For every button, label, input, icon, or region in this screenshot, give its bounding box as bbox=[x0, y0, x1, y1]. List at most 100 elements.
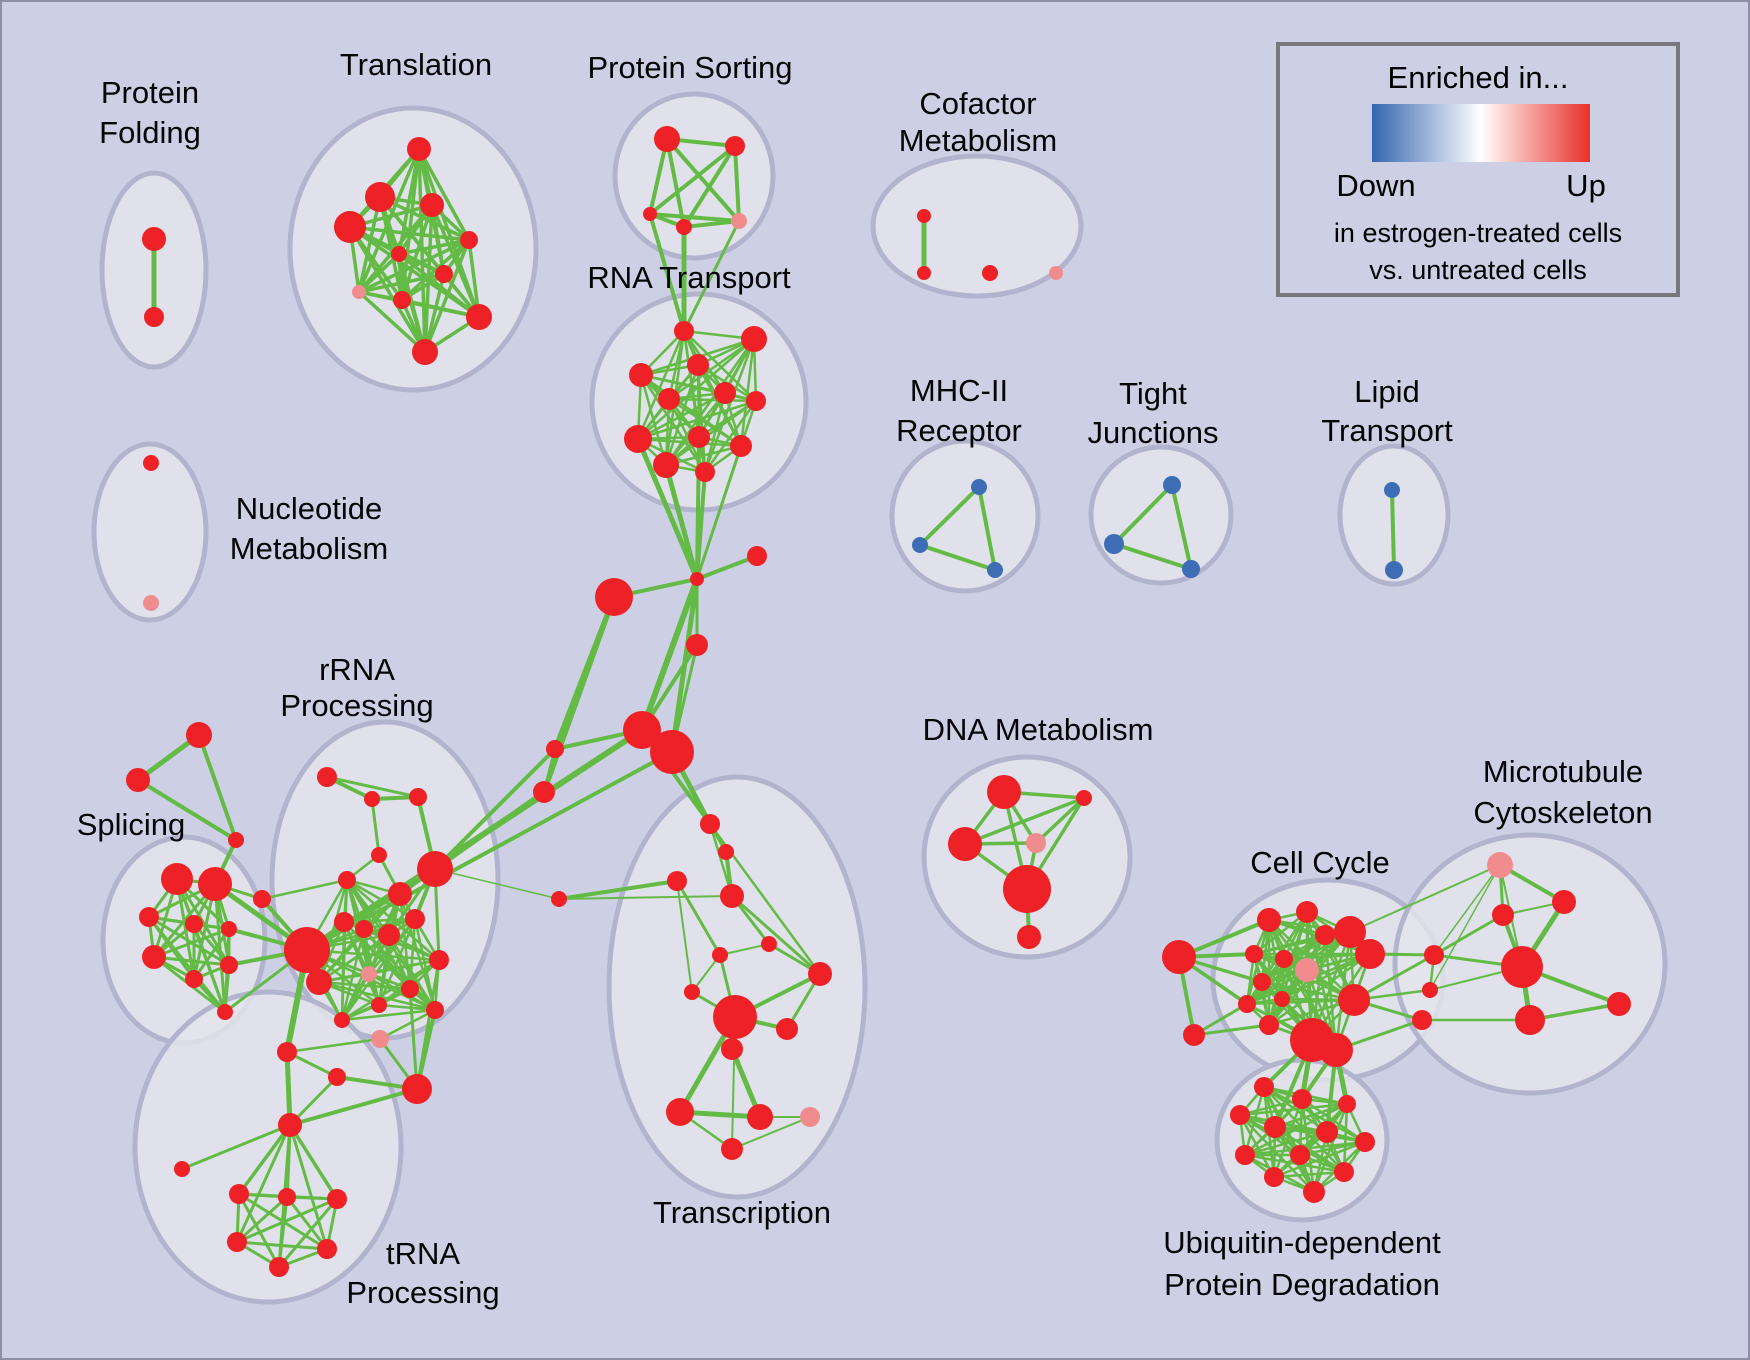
edge-U5-U11 bbox=[1274, 1125, 1345, 1174]
node-CC12 bbox=[1274, 991, 1290, 1007]
edge-J1-H1 bbox=[639, 577, 700, 732]
node-H2 bbox=[650, 730, 694, 774]
node-J2 bbox=[747, 546, 767, 566]
cluster-label-tight-junctions-line1: Tight bbox=[1119, 376, 1187, 411]
cluster-label-cofactor-metabolism-line2: Metabolism bbox=[899, 123, 1058, 158]
node-TQ2 bbox=[328, 1068, 346, 1086]
node-U6 bbox=[1316, 1121, 1338, 1143]
edge-D2-D4 bbox=[1034, 796, 1086, 845]
node-T5 bbox=[460, 231, 478, 249]
edge-SP6-SP8 bbox=[153, 955, 230, 967]
edge-RT2-RT10 bbox=[739, 338, 756, 447]
edge-TQH-TQ7 bbox=[288, 1124, 339, 1200]
node-N1 bbox=[143, 455, 159, 471]
cluster-ellipse-trna-processing bbox=[132, 989, 404, 1305]
edge-R5-S1 bbox=[433, 747, 557, 871]
node-R5 bbox=[417, 851, 453, 887]
node-CF3 bbox=[982, 265, 998, 281]
edge-T8-T11 bbox=[357, 290, 427, 354]
node-C1 bbox=[700, 814, 720, 834]
node-D5 bbox=[1003, 865, 1051, 913]
cluster-label-dna-metabolism: DNA Metabolism bbox=[923, 712, 1154, 747]
edge-TQ6-TQ9 bbox=[285, 1196, 329, 1250]
node-PS5 bbox=[731, 213, 747, 229]
node-R6 bbox=[338, 871, 356, 889]
edge-CC5-M1 bbox=[1349, 864, 1501, 933]
edge-R5-S3 bbox=[434, 868, 560, 900]
edge-PS3-PS5 bbox=[649, 212, 740, 223]
node-SP3 bbox=[139, 907, 159, 927]
node-CC9 bbox=[1295, 958, 1319, 982]
edge-J1-J2 bbox=[696, 554, 758, 581]
node-U4 bbox=[1230, 1105, 1250, 1125]
node-U11 bbox=[1334, 1162, 1354, 1182]
node-R17 bbox=[334, 1012, 350, 1028]
edge-R11-R17 bbox=[340, 918, 417, 1021]
node-TRC bbox=[228, 832, 244, 848]
cluster-label-ubiquitin-degradation-line2: Protein Degradation bbox=[1164, 1267, 1440, 1302]
edge-TQH-TQ4 bbox=[181, 1123, 291, 1171]
node-U2 bbox=[1292, 1089, 1312, 1109]
node-S3 bbox=[551, 891, 567, 907]
node-SP1 bbox=[161, 863, 193, 895]
node-R8 bbox=[334, 912, 354, 932]
node-R10 bbox=[378, 924, 400, 946]
edge-MH2-MH3 bbox=[919, 543, 996, 572]
edge-TRN0-TC2 bbox=[675, 880, 722, 956]
cluster-ellipse-mhc-ii-receptor bbox=[889, 438, 1041, 594]
edge-D2-D3 bbox=[964, 796, 1085, 846]
node-N2 bbox=[143, 595, 159, 611]
edge-T6-T10 bbox=[397, 252, 481, 319]
edge-RT8-J1 bbox=[635, 438, 700, 580]
node-CC11 bbox=[1238, 995, 1256, 1013]
cluster-label-rrna-processing-line2: Processing bbox=[280, 688, 433, 723]
node-RT3 bbox=[687, 354, 709, 376]
edge-TJ2-TJ3 bbox=[1113, 542, 1192, 571]
edge-T9-T10 bbox=[401, 298, 480, 319]
edge-PS1-PS5 bbox=[665, 137, 741, 223]
edge-RT10-J1 bbox=[695, 445, 743, 580]
node-T10 bbox=[466, 304, 492, 330]
edge-M5-M6 bbox=[1529, 1002, 1620, 1022]
cluster-ellipse-transcription bbox=[606, 774, 868, 1200]
node-TC4 bbox=[684, 984, 700, 1000]
node-TQ3 bbox=[402, 1074, 432, 1104]
edge-RT2-RT8 bbox=[637, 338, 755, 440]
legend: Enriched in... Down Up in estrogen-treat… bbox=[1276, 42, 1680, 297]
edge-TQH-TQ5 bbox=[237, 1123, 292, 1196]
edge-TC11-TC10 bbox=[731, 1116, 811, 1150]
node-RT5 bbox=[658, 388, 680, 410]
node-H1 bbox=[623, 711, 661, 749]
edge-RT7-RT12 bbox=[703, 400, 758, 473]
edge-PS2-PS3 bbox=[648, 144, 737, 216]
node-CC10 bbox=[1253, 973, 1271, 991]
cluster-ellipse-tight-junctions bbox=[1088, 444, 1234, 586]
node-CC19 bbox=[1412, 1010, 1432, 1030]
edge-U2-U7 bbox=[1301, 1097, 1366, 1144]
node-RT4 bbox=[629, 363, 653, 387]
legend-caption-line2: vs. untreated cells bbox=[1369, 255, 1587, 285]
cluster-label-microtubule-cytoskeleton-line2: Cytoskeleton bbox=[1473, 795, 1652, 830]
node-SP4 bbox=[185, 915, 203, 933]
node-U10 bbox=[1264, 1167, 1284, 1187]
cluster-label-rrna-processing-line1: rRNA bbox=[319, 652, 395, 687]
node-CC5 bbox=[1334, 916, 1366, 948]
node-RT7 bbox=[746, 391, 766, 411]
node-CC16 bbox=[1338, 984, 1370, 1016]
node-PS3 bbox=[643, 207, 657, 221]
node-M4 bbox=[1501, 946, 1543, 988]
node-D3 bbox=[948, 827, 982, 861]
edge-R8-R15 bbox=[343, 921, 436, 1011]
edge-CC17-M2 bbox=[1433, 913, 1504, 957]
node-TQ4 bbox=[174, 1161, 190, 1177]
edge-U4-U11 bbox=[1239, 1113, 1345, 1174]
edge-R11-R16 bbox=[377, 918, 417, 1006]
node-C3 bbox=[720, 884, 744, 908]
node-R2 bbox=[364, 791, 380, 807]
node-T11 bbox=[412, 339, 438, 365]
node-T8 bbox=[352, 285, 366, 299]
edge-T7-T11 bbox=[423, 273, 446, 353]
edge-RH-H2 bbox=[306, 750, 673, 952]
edge-R1-R3 bbox=[326, 775, 419, 799]
